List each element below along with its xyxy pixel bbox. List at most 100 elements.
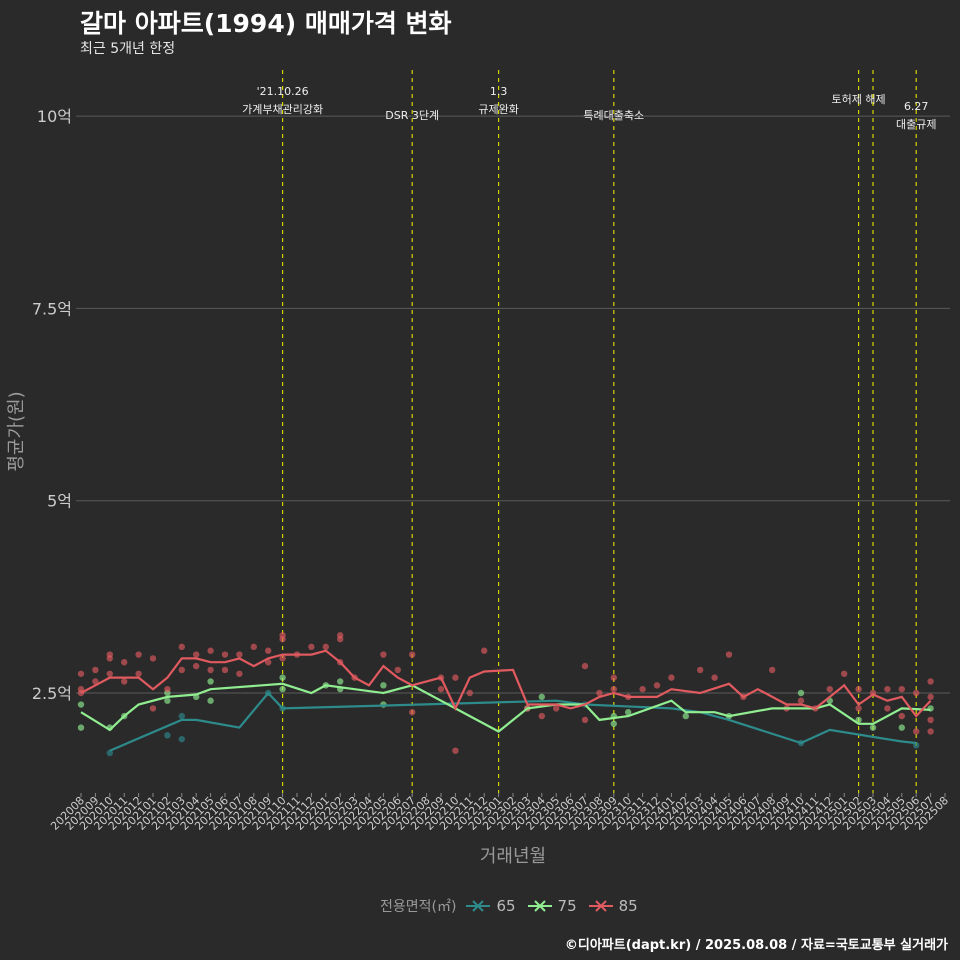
scatter-point-85: [135, 670, 142, 677]
scatter-point-85: [380, 651, 387, 658]
legend: 전용면적(㎡) 65 75 85: [380, 896, 648, 916]
scatter-point-85: [149, 655, 157, 662]
legend-swatch-75: [527, 900, 552, 912]
scatter-point-85: [711, 674, 718, 681]
scatter-point-85: [92, 666, 99, 674]
scatter-point-85: [553, 705, 560, 712]
scatter-point-75: [898, 724, 905, 731]
scatter-point-85: [77, 685, 85, 693]
source-caption: ©디아파트(dapt.kr) / 2025.08.08 / 자료=국토교통부 실…: [564, 938, 948, 953]
legend-item-85: 85: [587, 897, 638, 915]
scatter-point-85: [178, 643, 185, 651]
scatter-point-75: [77, 724, 85, 731]
legend-label-85: 85: [618, 897, 638, 915]
y-tick-label: 2.5억: [32, 684, 72, 703]
scatter-point-85: [193, 662, 200, 670]
chart-title: 갈마 아파트(1994) 매매가격 변화: [80, 9, 452, 38]
scatter-point-85: [279, 655, 286, 662]
scatter-point-85: [308, 643, 315, 651]
scatter-point-85: [265, 659, 272, 666]
event-annotation: 가계부채관리강화: [242, 103, 323, 116]
scatter-point-85: [841, 670, 848, 677]
scatter-point-85: [653, 682, 661, 689]
scatter-point-85: [668, 674, 675, 681]
scatter-point-85: [207, 666, 214, 674]
scatter-point-65: [106, 749, 114, 757]
series-line-65: [109, 691, 917, 752]
scatter-point-85: [135, 651, 142, 658]
scatter-point-75: [207, 697, 214, 704]
scatter-point-85: [855, 685, 862, 693]
scatter-point-85: [193, 651, 200, 658]
series-line-85: [80, 649, 932, 718]
scatter-point-85: [538, 712, 545, 720]
scatter-point-75: [279, 685, 286, 693]
scatter-point-75: [538, 693, 545, 701]
scatter-point-85: [610, 685, 617, 693]
scatter-point-85: [466, 689, 473, 697]
scatter-point-85: [581, 662, 589, 670]
scatter-point-85: [164, 685, 171, 693]
scatter-point-85: [581, 716, 589, 724]
scatter-point-75: [682, 712, 689, 720]
scatter-point-85: [250, 643, 257, 651]
scatter-point-85: [221, 666, 229, 674]
scatter-point-85: [437, 685, 445, 693]
scatter-point-85: [898, 685, 905, 693]
scatter-point-75: [207, 678, 214, 685]
scatter-point-85: [409, 709, 416, 716]
scatter-point-85: [610, 674, 617, 681]
scatter-point-85: [279, 635, 286, 643]
scatter-point-75: [625, 709, 632, 716]
event-annotation: 6.27: [904, 100, 929, 113]
y-axis-title: 평균가(원): [6, 391, 27, 471]
scatter-point-65: [178, 735, 185, 743]
legend-item-65: 65: [464, 897, 516, 915]
scatter-point-85: [77, 670, 85, 677]
y-tick-label: 5억: [47, 492, 72, 511]
scatter-point-75: [279, 674, 286, 681]
scatter-point-75: [77, 701, 85, 708]
scatter-point-85: [884, 685, 891, 693]
scatter-point-75: [869, 724, 877, 731]
scatter-point-85: [927, 728, 934, 735]
scatter-point-85: [337, 635, 344, 643]
scatter-point-85: [913, 689, 920, 697]
scatter-point-85: [769, 666, 776, 674]
event-annotation: 특례대출축소: [583, 109, 644, 122]
legend-label-65: 65: [496, 897, 516, 915]
scatter-point-85: [236, 670, 243, 677]
event-annotation: 1.3: [490, 85, 508, 98]
event-annotation: DSR 3단계: [385, 109, 439, 122]
event-annotation: 대출규제: [896, 118, 936, 131]
scatter-point-85: [106, 670, 114, 677]
legend-label-75: 75: [557, 897, 577, 915]
event-annotation: 규제완화: [478, 103, 518, 116]
scatter-point-85: [884, 705, 891, 712]
scatter-point-85: [221, 651, 229, 658]
y-tick-label: 10억: [37, 107, 72, 126]
legend-item-75: 75: [526, 897, 577, 915]
scatter-point-75: [610, 720, 617, 727]
scatter-point-85: [927, 678, 934, 685]
scatter-point-85: [697, 666, 704, 674]
scatter-point-85: [452, 674, 459, 681]
scatter-point-75: [797, 689, 805, 697]
legend-swatch-65: [466, 900, 491, 912]
scatter-point-85: [927, 716, 934, 724]
y-tick-label: 7.5억: [32, 299, 72, 318]
scatter-point-85: [898, 712, 905, 720]
scatter-point-85: [265, 647, 272, 654]
scatter-point-85: [394, 666, 401, 674]
scatter-point-85: [639, 685, 646, 693]
scatter-point-85: [236, 651, 243, 658]
chart-subtitle: 최근 5개년 한정: [80, 41, 176, 57]
event-annotation: 토허제 해제: [832, 92, 886, 106]
scatter-point-85: [913, 728, 920, 735]
scatter-point-85: [725, 651, 733, 658]
scatter-point-75: [337, 678, 344, 685]
scatter-point-85: [855, 705, 862, 712]
scatter-point-65: [164, 732, 171, 739]
scatter-point-85: [121, 678, 128, 685]
